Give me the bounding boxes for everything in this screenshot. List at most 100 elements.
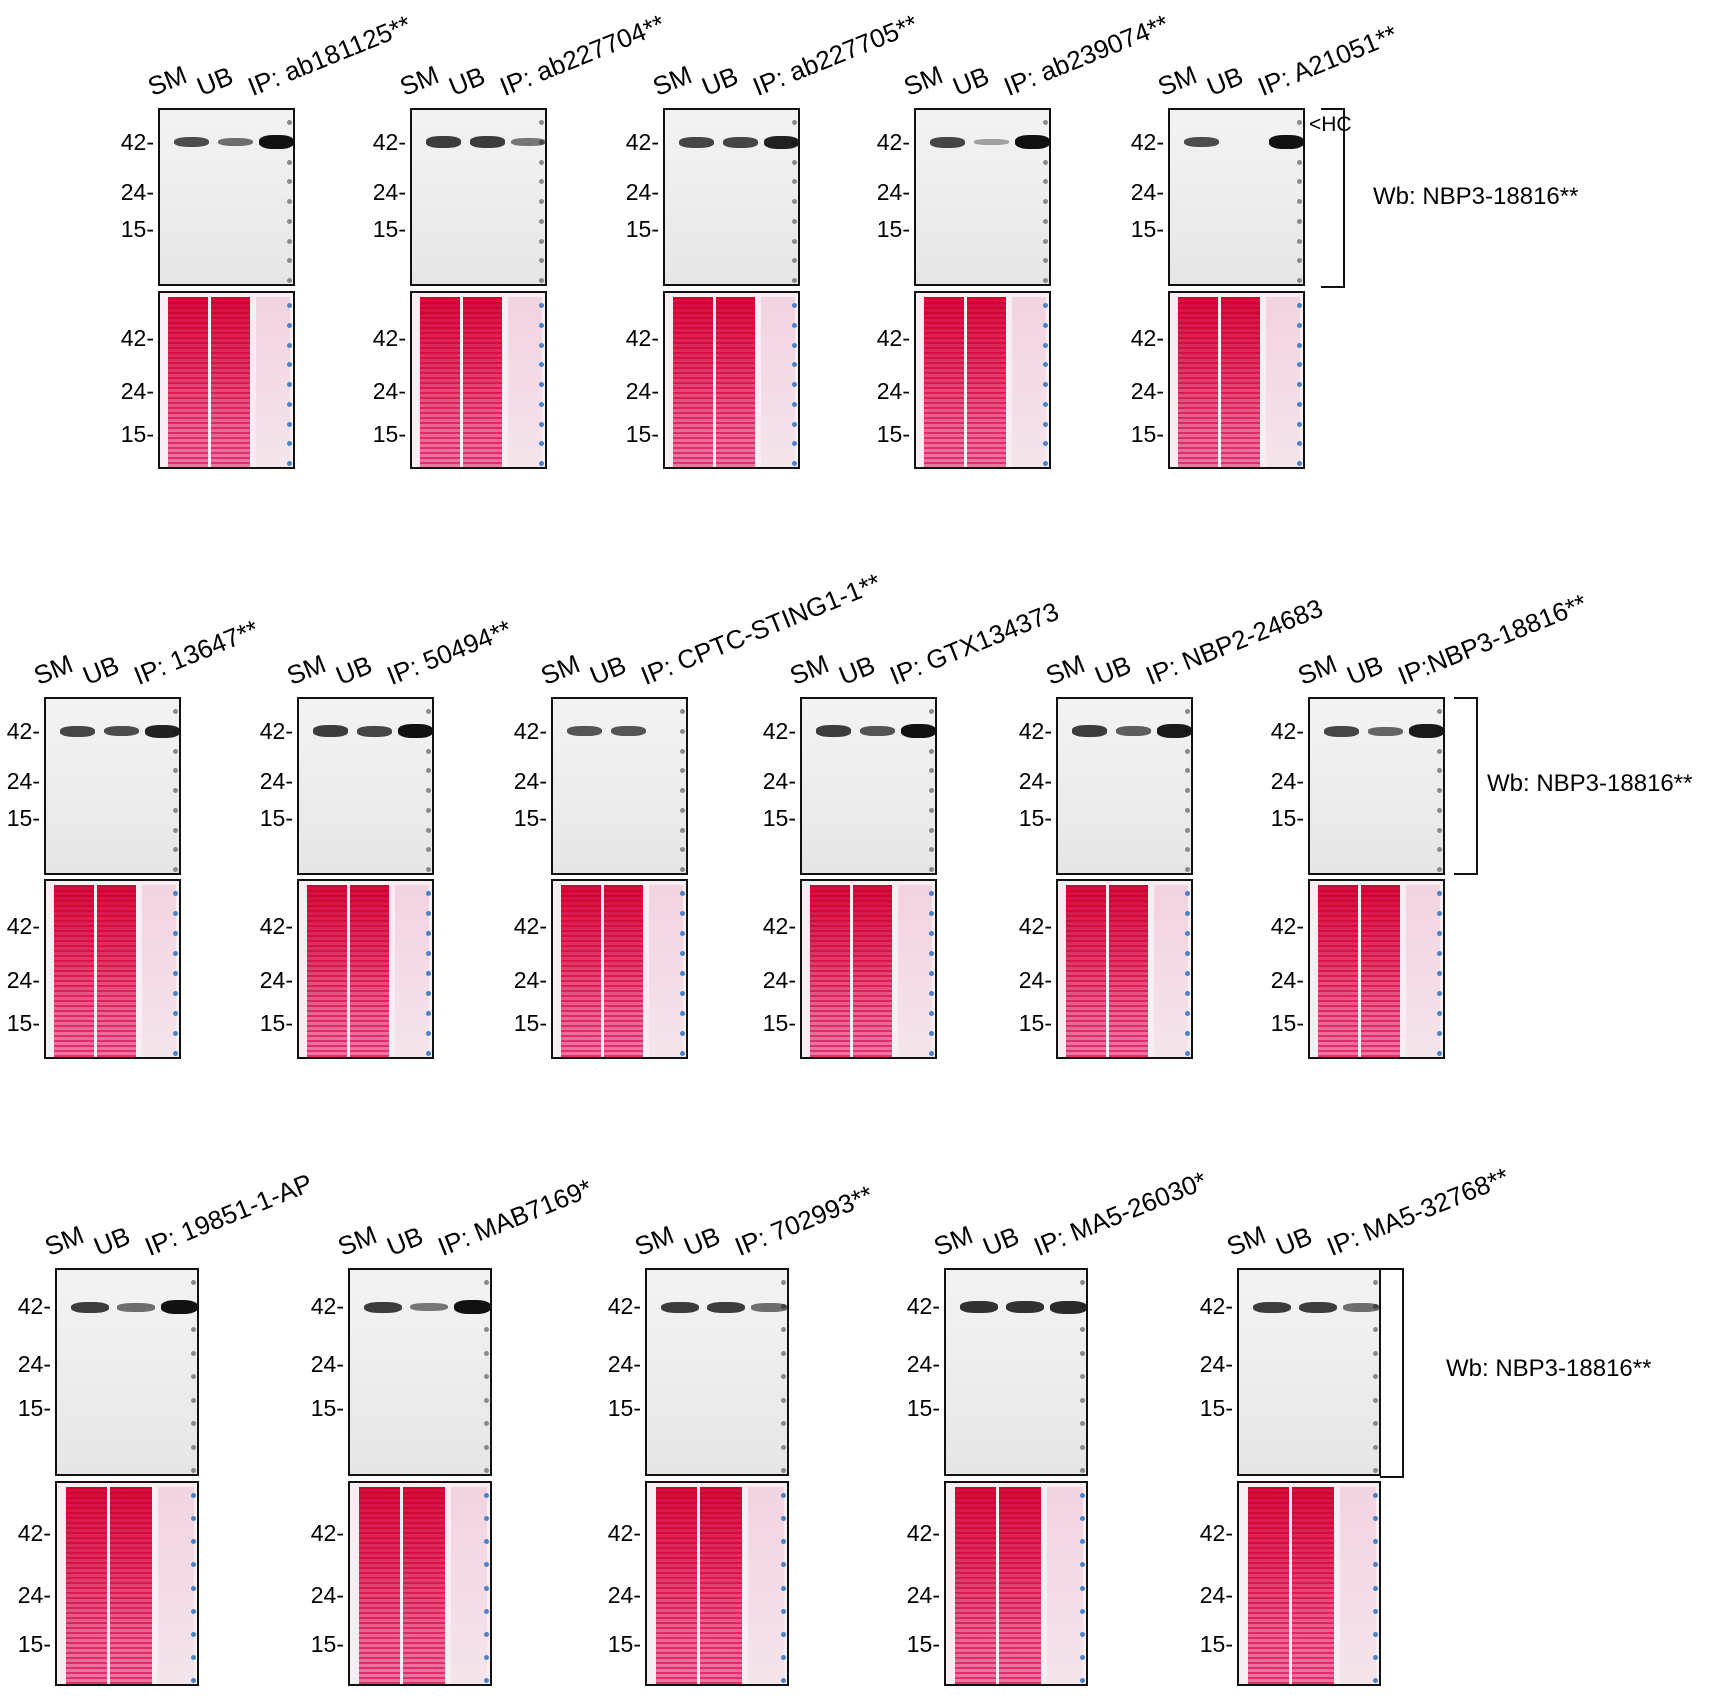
protein-band bbox=[160, 1300, 197, 1315]
ladder-mark bbox=[173, 867, 178, 872]
mw-marker: 15- bbox=[625, 216, 659, 243]
ladder-mark bbox=[929, 788, 934, 793]
mw-marker: 24- bbox=[1199, 1351, 1233, 1378]
stained-lane bbox=[810, 885, 850, 1057]
mw-marker: 42- bbox=[259, 718, 293, 745]
protein-band bbox=[707, 1301, 745, 1314]
mw-marker: 24- bbox=[762, 967, 796, 993]
ip-antibody-label: IP: ab227705** bbox=[748, 8, 922, 102]
lane-label-sm: SM bbox=[40, 1219, 88, 1262]
ladder-mark bbox=[1185, 709, 1190, 714]
mw-marker: 15- bbox=[876, 420, 910, 447]
ladder-mark bbox=[680, 807, 685, 813]
stained-lane bbox=[1318, 885, 1358, 1057]
row-bracket bbox=[1380, 1268, 1404, 1478]
protein-band bbox=[1183, 136, 1220, 148]
lane-label-sm: SM bbox=[630, 1219, 678, 1262]
mw-marker: 42- bbox=[6, 718, 40, 745]
ladder-mark bbox=[1297, 258, 1302, 264]
western-blot-image bbox=[800, 697, 937, 875]
lane-label-sm: SM bbox=[143, 59, 191, 102]
stained-lane bbox=[1178, 297, 1218, 467]
ladder-mark bbox=[287, 322, 292, 328]
ladder-mark bbox=[1437, 867, 1442, 872]
ladder-mark bbox=[1297, 421, 1302, 427]
protein-band bbox=[356, 725, 393, 737]
ladder-mark bbox=[792, 322, 797, 328]
ladder-mark bbox=[1185, 788, 1190, 793]
ip-lane-stain bbox=[1153, 885, 1189, 1057]
ladder-mark bbox=[1437, 1031, 1442, 1036]
lane-label-sm: SM bbox=[1041, 648, 1089, 691]
lane-label-sm: SM bbox=[282, 648, 330, 691]
mw-marker: 24- bbox=[6, 967, 40, 993]
ladder-mark bbox=[191, 1444, 196, 1450]
ip-antibody-label: IP: 50494** bbox=[382, 613, 516, 691]
ladder-mark bbox=[1043, 322, 1048, 328]
protein-band bbox=[258, 135, 293, 150]
mw-marker: 15- bbox=[906, 1394, 940, 1421]
ladder-mark bbox=[1185, 847, 1190, 853]
ladder-mark bbox=[792, 421, 797, 427]
ladder-mark bbox=[781, 1374, 786, 1379]
ladder-mark bbox=[929, 1011, 934, 1016]
ladder-mark bbox=[1043, 303, 1048, 308]
ladder-mark bbox=[781, 1631, 786, 1637]
mw-marker: 42- bbox=[625, 129, 659, 156]
protein-band bbox=[815, 725, 852, 737]
ladder-mark bbox=[539, 401, 544, 407]
ladder-mark bbox=[287, 421, 292, 427]
ladder-mark bbox=[1437, 709, 1442, 714]
ladder-mark bbox=[173, 1011, 178, 1016]
ladder-mark bbox=[792, 278, 797, 283]
ladder-mark bbox=[173, 991, 178, 996]
stained-lane bbox=[954, 1487, 997, 1684]
ladder-mark bbox=[539, 303, 544, 308]
ladder-mark bbox=[1297, 159, 1302, 165]
western-blot-image bbox=[944, 1268, 1088, 1476]
ladder-mark bbox=[539, 322, 544, 328]
ladder-mark bbox=[792, 179, 797, 185]
stained-lane bbox=[1360, 885, 1401, 1057]
ladder-mark bbox=[287, 362, 292, 368]
ladder-mark bbox=[426, 971, 431, 976]
mw-marker: 42- bbox=[607, 1520, 641, 1546]
ladder-mark bbox=[1043, 179, 1048, 185]
ponceau-stain-image bbox=[1056, 879, 1193, 1059]
mw-marker: 42- bbox=[1130, 324, 1164, 351]
protein-band bbox=[1268, 135, 1303, 150]
ladder-mark bbox=[1297, 342, 1302, 348]
ladder-mark bbox=[781, 1444, 786, 1450]
ladder-mark bbox=[792, 362, 797, 368]
protein-band bbox=[566, 726, 603, 737]
ladder-mark bbox=[426, 1011, 431, 1016]
stained-lane bbox=[1108, 885, 1149, 1057]
mw-marker: 24- bbox=[906, 1351, 940, 1378]
ladder-mark bbox=[426, 867, 431, 872]
ladder-mark bbox=[287, 120, 292, 125]
stained-lane bbox=[210, 297, 251, 467]
ip-antibody-label: IP: MA5-32768** bbox=[1322, 1161, 1514, 1262]
ladder-mark bbox=[484, 1327, 489, 1332]
ladder-mark bbox=[539, 421, 544, 427]
ladder-mark bbox=[929, 1051, 934, 1056]
ladder-mark bbox=[1373, 1516, 1378, 1522]
ladder-mark bbox=[1297, 238, 1302, 244]
mw-marker: 24- bbox=[120, 378, 154, 404]
ladder-mark bbox=[792, 461, 797, 466]
ladder-mark bbox=[781, 1654, 786, 1660]
lane-label-ub: UB bbox=[948, 60, 994, 102]
ladder-mark bbox=[680, 709, 685, 714]
ladder-mark bbox=[1080, 1516, 1085, 1522]
mw-marker: 24- bbox=[372, 378, 406, 404]
ladder-mark bbox=[1043, 342, 1048, 348]
ladder-mark bbox=[792, 159, 797, 165]
stained-lane bbox=[420, 297, 460, 467]
stained-lane bbox=[403, 1487, 446, 1684]
ladder-mark bbox=[1185, 931, 1190, 936]
protein-band bbox=[144, 724, 179, 738]
ip-lane-stain bbox=[157, 1487, 194, 1684]
mw-marker: 15- bbox=[513, 1010, 547, 1037]
ladder-mark bbox=[1080, 1539, 1085, 1545]
ponceau-stain-image bbox=[44, 879, 181, 1059]
